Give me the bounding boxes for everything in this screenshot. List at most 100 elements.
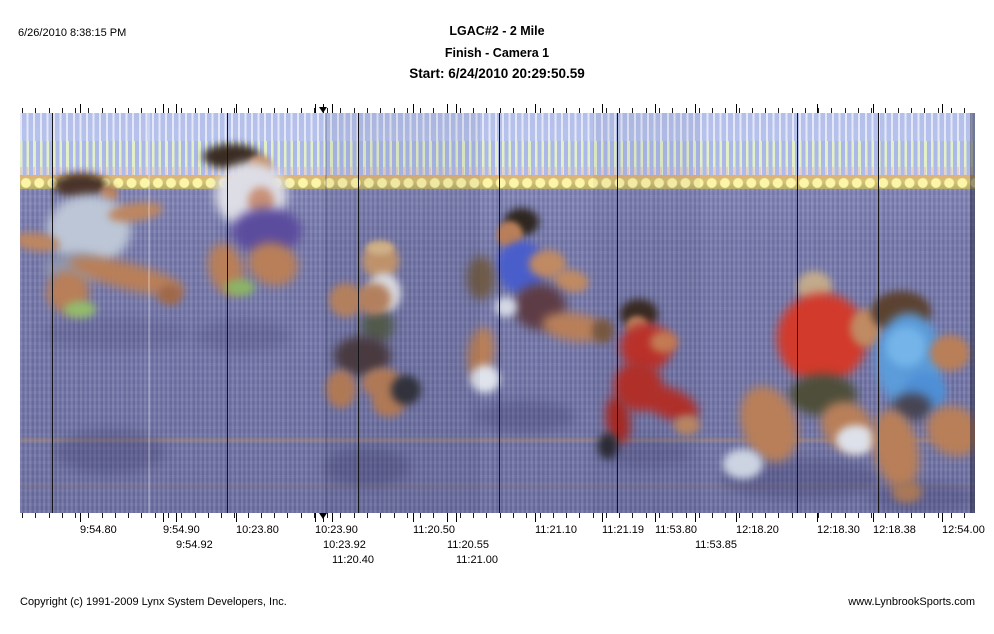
- minor-tick: [300, 108, 302, 113]
- time-label: 9:54.80: [80, 524, 117, 536]
- minor-tick: [141, 108, 143, 113]
- minor-tick: [128, 513, 130, 518]
- major-tick: [176, 513, 177, 522]
- minor-tick: [367, 108, 369, 113]
- minor-tick: [459, 108, 461, 113]
- start-time-label: Start: 6/24/2010 20:29:50.59: [409, 66, 585, 81]
- minor-tick: [128, 108, 130, 113]
- minor-tick: [658, 108, 660, 113]
- minor-tick: [380, 108, 382, 113]
- minor-tick: [300, 513, 302, 518]
- runner-5-red-kid: [650, 331, 678, 353]
- minor-tick: [499, 108, 501, 113]
- website-text: www.LynbrookSports.com: [848, 596, 975, 608]
- time-label: 11:53.80: [655, 524, 698, 536]
- minor-tick: [964, 108, 966, 113]
- finish-line-marker: [878, 113, 879, 513]
- major-tick: [817, 104, 818, 113]
- minor-tick: [778, 108, 780, 113]
- minor-tick: [592, 513, 594, 518]
- minor-tick: [698, 513, 700, 518]
- minor-tick: [605, 108, 607, 113]
- minor-tick: [433, 513, 435, 518]
- minor-tick: [274, 513, 276, 518]
- minor-tick: [911, 513, 913, 518]
- minor-tick: [287, 108, 289, 113]
- minor-tick: [167, 108, 169, 113]
- minor-tick: [698, 108, 700, 113]
- minor-tick: [486, 513, 488, 518]
- minor-tick: [154, 513, 156, 518]
- minor-tick: [473, 108, 475, 113]
- minor-tick: [433, 108, 435, 113]
- minor-tick: [406, 108, 408, 113]
- minor-tick: [353, 513, 355, 518]
- minor-tick: [287, 513, 289, 518]
- minor-tick: [194, 108, 196, 113]
- minor-tick: [818, 108, 820, 113]
- minor-tick: [964, 513, 966, 518]
- minor-tick: [194, 513, 196, 518]
- minor-tick: [393, 108, 395, 113]
- minor-tick: [897, 108, 899, 113]
- minor-tick: [247, 513, 249, 518]
- minor-tick: [884, 108, 886, 113]
- major-tick: [535, 513, 536, 522]
- photo-segment-seam: [148, 113, 150, 513]
- runner-7-light-blue: [886, 327, 926, 367]
- minor-tick: [725, 108, 727, 113]
- minor-tick: [645, 513, 647, 518]
- event-title: LGAC#2 - 2 Mile: [449, 24, 545, 38]
- finish-line-marker: [358, 113, 359, 513]
- runner-shadow: [40, 318, 190, 350]
- minor-tick: [526, 108, 528, 113]
- minor-tick: [181, 513, 183, 518]
- time-label: 10:23.90: [315, 524, 358, 536]
- minor-tick: [818, 513, 820, 518]
- minor-tick: [804, 108, 806, 113]
- major-tick: [447, 513, 448, 522]
- minor-tick: [765, 513, 767, 518]
- minor-tick: [778, 513, 780, 518]
- minor-tick: [88, 108, 90, 113]
- minor-tick: [340, 513, 342, 518]
- minor-tick: [858, 108, 859, 113]
- minor-tick: [459, 513, 461, 518]
- photo-segment-seam: [593, 113, 700, 513]
- minor-tick: [486, 108, 488, 113]
- minor-tick: [406, 513, 408, 518]
- minor-tick: [871, 108, 873, 113]
- minor-tick: [101, 513, 103, 518]
- runner-shadow: [475, 400, 575, 433]
- minor-tick: [751, 513, 753, 518]
- minor-tick: [221, 513, 223, 518]
- minor-tick: [260, 108, 262, 113]
- minor-tick: [924, 513, 926, 518]
- minor-tick: [48, 108, 50, 113]
- finish-line-marker: [499, 113, 500, 513]
- time-label: 10:23.92: [323, 539, 366, 551]
- minor-tick: [937, 108, 939, 113]
- finish-line-marker: [797, 113, 798, 513]
- minor-tick: [725, 513, 727, 518]
- track-lane-line: [20, 485, 975, 488]
- minor-tick: [712, 513, 714, 518]
- runner-shadow: [868, 482, 975, 513]
- runner-5-red-kid: [674, 415, 700, 435]
- print-timestamp: 6/26/2010 8:38:15 PM: [18, 27, 127, 39]
- runner-4-blue-singlet: [495, 297, 517, 317]
- minor-tick: [327, 513, 329, 518]
- runner-6-red-shirt: [836, 425, 876, 455]
- minor-tick: [207, 513, 209, 518]
- runner-1-white-singlet: [64, 301, 96, 318]
- major-tick: [817, 513, 818, 522]
- minor-tick: [234, 513, 236, 518]
- minor-tick: [88, 513, 90, 518]
- major-tick: [655, 104, 656, 113]
- minor-tick: [167, 513, 169, 518]
- runner-1-white-singlet: [54, 173, 107, 198]
- minor-tick: [658, 513, 660, 518]
- runner-3-white-top: [391, 375, 421, 405]
- runner-7-light-blue: [930, 335, 970, 371]
- sky-fringe-band: [20, 167, 975, 176]
